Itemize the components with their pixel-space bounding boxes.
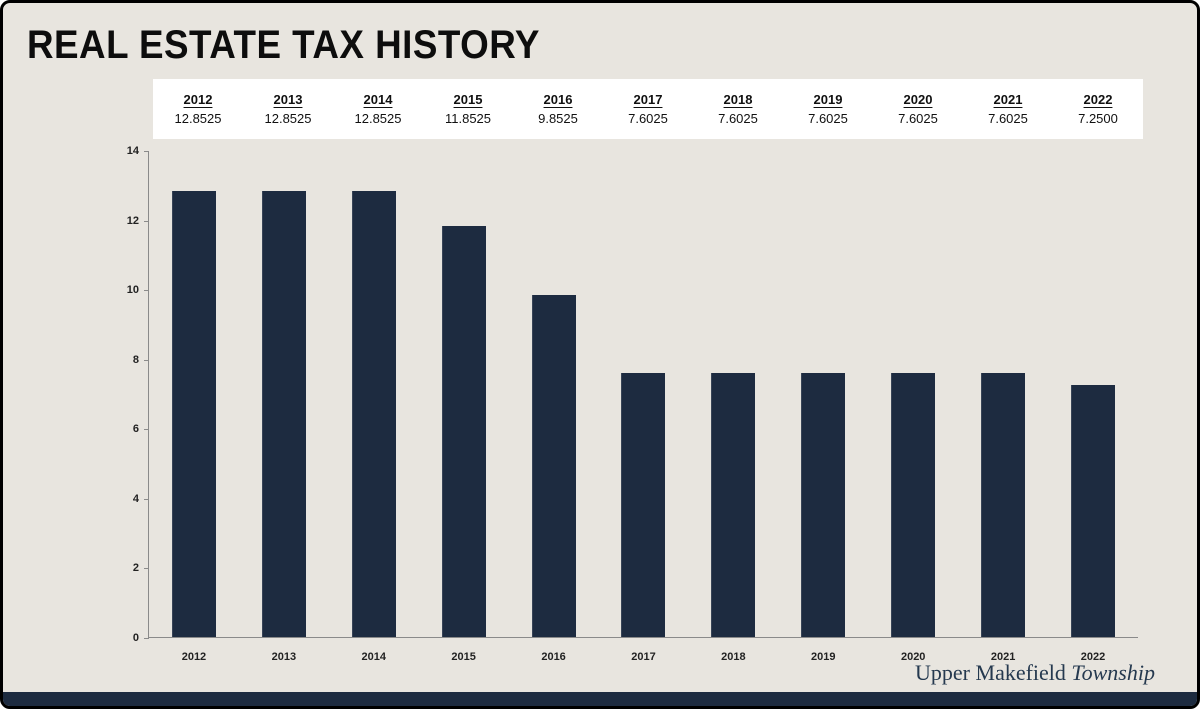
y-axis-tick-mark: [144, 290, 149, 292]
table-column-2016: 2016 9.8525: [513, 79, 603, 139]
bar-slot-2018: 2018: [688, 151, 778, 663]
plot-area: 0 2 4 6 8 10 12 14 2012 2013 2014 2015 2016 2017 2018 2…: [127, 145, 1138, 663]
bar-2017: [621, 373, 666, 637]
org-name: Upper Makefield: [915, 660, 1072, 685]
x-axis-label-2014: 2014: [361, 651, 386, 663]
bar-slot-2019: 2019: [778, 151, 868, 663]
y-axis-tick-label: 2: [132, 562, 139, 575]
table-rate-value: 11.8525: [444, 111, 492, 126]
bar-slot-2016: 2016: [509, 151, 599, 663]
y-axis-tick-label: 8: [132, 353, 139, 366]
bar-slot-2017: 2017: [599, 151, 689, 663]
table-year-header: 2021: [993, 92, 1023, 107]
table-year-header: 2014: [363, 92, 393, 107]
x-axis-label-2018: 2018: [721, 651, 746, 663]
bar-2012: [171, 190, 216, 637]
bar-2013: [261, 190, 306, 637]
table-column-2015: 2015 11.8525: [423, 79, 513, 139]
table-year-header: 2017: [633, 92, 663, 107]
x-axis-label-2015: 2015: [451, 651, 476, 663]
bar-2020: [891, 373, 936, 637]
table-column-2014: 2014 12.8525: [333, 79, 423, 139]
org-suffix: Township: [1071, 660, 1155, 685]
tax-rate-table: 2012 12.8525 2013 12.8525 2014 12.8525 2015 11.…: [153, 79, 1143, 139]
table-column-2021: 2021 7.6025: [963, 79, 1053, 139]
table-column-2012: 2012 12.8525: [153, 79, 243, 139]
table-rate-value: 7.6025: [898, 111, 938, 126]
y-axis-tick-label: 12: [126, 214, 139, 227]
y-axis-tick-mark: [144, 429, 149, 431]
table-rate-value: 7.6025: [808, 111, 848, 126]
table-column-2013: 2013 12.8525: [243, 79, 333, 139]
bar-slot-2020: 2020: [868, 151, 958, 663]
y-axis-tick-label: 0: [132, 632, 139, 644]
y-axis-tick-label: 4: [132, 492, 139, 505]
table-rate-value: 12.8525: [264, 111, 312, 126]
y-axis-tick-label: 6: [132, 423, 139, 436]
table-year-header: 2019: [813, 92, 843, 107]
table-year-header: 2020: [903, 92, 933, 107]
table-year-header: 2013: [273, 92, 303, 107]
table-rate-value: 7.6025: [988, 111, 1028, 126]
x-axis-label-2012: 2012: [181, 651, 207, 663]
table-column-2019: 2019 7.6025: [783, 79, 873, 139]
bar-slot-2021: 2021: [958, 151, 1048, 663]
table-rate-value: 7.2500: [1078, 111, 1118, 126]
x-axis-label-2016: 2016: [541, 651, 566, 663]
table-column-2018: 2018 7.6025: [693, 79, 783, 139]
x-axis-label-2020: 2020: [900, 651, 926, 663]
table-column-2022: 2022 7.2500: [1053, 79, 1143, 139]
table-year-header: 2016: [543, 92, 573, 107]
bar-2015: [441, 225, 486, 637]
x-axis-label-2022: 2022: [1080, 651, 1106, 663]
footer-credit: Upper Makefield Township: [915, 660, 1155, 686]
table-column-2017: 2017 7.6025: [603, 79, 693, 139]
table-year-header: 2015: [453, 92, 483, 107]
y-axis-tick-mark: [144, 220, 149, 222]
bar-2019: [801, 373, 846, 637]
y-axis-tick-mark: [144, 359, 149, 361]
bar-2021: [981, 373, 1026, 637]
bar-2016: [531, 294, 576, 637]
bar-chart: 0 2 4 6 8 10 12 14 2012 2013 2014 2015 2016 2017 2018 2…: [127, 145, 1138, 663]
table-rate-value: 9.8525: [538, 111, 578, 126]
x-axis-label-2019: 2019: [811, 651, 836, 663]
table-rate-value: 7.6025: [718, 111, 758, 126]
table-year-header: 2022: [1083, 92, 1113, 107]
x-axis-label-2021: 2021: [990, 651, 1016, 663]
y-axis-tick-mark: [144, 498, 149, 500]
bar-2022: [1071, 385, 1116, 637]
page-title: REAL ESTATE TAX HISTORY: [27, 23, 540, 67]
x-axis-label-2013: 2013: [271, 651, 297, 663]
x-axis-label-2017: 2017: [631, 651, 656, 663]
bottom-strip: [3, 692, 1197, 706]
table-rate-value: 7.6025: [628, 111, 668, 126]
table-year-header: 2018: [723, 92, 753, 107]
y-axis-tick-label: 10: [126, 284, 139, 297]
table-rate-value: 12.8525: [354, 111, 402, 126]
table-column-2020: 2020 7.6025: [873, 79, 963, 139]
bar-slot-2013: 2013: [239, 151, 329, 663]
table-rate-value: 12.8525: [174, 111, 222, 126]
table-year-header: 2012: [183, 92, 213, 107]
bar-slot-2014: 2014: [329, 151, 419, 663]
y-axis-tick-mark: [144, 151, 149, 152]
bar-slot-2012: 2012: [149, 151, 239, 663]
bar-2014: [351, 190, 396, 637]
y-axis-tick-label: 14: [126, 145, 139, 157]
y-axis-tick-mark: [144, 638, 149, 639]
y-axis-tick-mark: [144, 568, 149, 570]
bar-slot-2022: 2022: [1048, 151, 1138, 663]
bar-slot-2015: 2015: [419, 151, 509, 663]
bar-2018: [711, 373, 756, 637]
